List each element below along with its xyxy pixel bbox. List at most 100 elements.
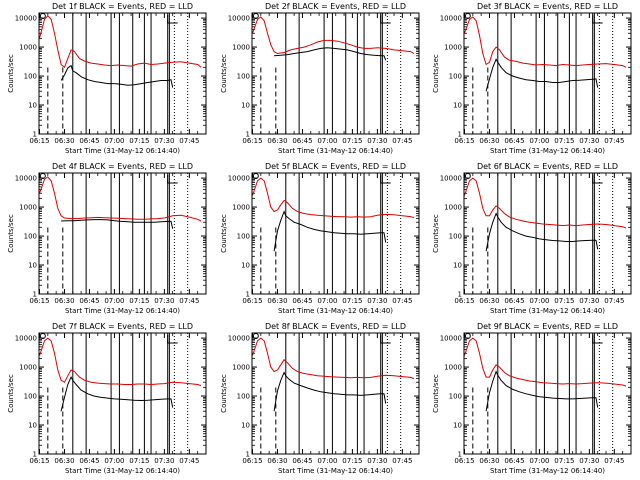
series-lld-line bbox=[252, 337, 415, 380]
y-tick-label: 1000 bbox=[444, 364, 462, 372]
series-events-line bbox=[485, 58, 599, 92]
y-tick-label: 1000 bbox=[19, 364, 37, 372]
x-tick-label: 07:00 bbox=[104, 297, 124, 305]
x-tick-label: 06:15 bbox=[454, 137, 474, 145]
x-tick-label: 07:45 bbox=[604, 137, 624, 145]
x-tick-label: 06:15 bbox=[242, 457, 262, 465]
y-tick-label: 10000 bbox=[440, 15, 462, 23]
x-tick-label: 07:00 bbox=[317, 457, 337, 465]
panel-title: Det 3f BLACK = Events, RED = LLD bbox=[477, 2, 618, 11]
x-axis-label: Start Time (31-May-12 06:14:40) bbox=[490, 467, 605, 475]
y-tick-label: 1000 bbox=[444, 44, 462, 52]
series-events-line bbox=[273, 210, 387, 252]
y-tick-label: 1000 bbox=[19, 204, 37, 212]
plot-frame bbox=[38, 172, 207, 295]
x-tick-label: 07:45 bbox=[179, 457, 199, 465]
y-tick-label: 1 bbox=[246, 291, 250, 299]
y-tick-label: 100 bbox=[449, 393, 462, 401]
y-tick-label: 10 bbox=[241, 102, 250, 110]
x-tick-label: 07:15 bbox=[342, 457, 362, 465]
y-tick-label: 10 bbox=[241, 262, 250, 270]
y-tick-label: 10000 bbox=[15, 335, 37, 343]
x-tick-label: 06:30 bbox=[54, 137, 74, 145]
x-tick-label: 06:15 bbox=[242, 297, 262, 305]
panel-det-4: Det 4f BLACK = Events, RED = LLD Counts/s… bbox=[7, 162, 207, 315]
panel-det-7: Det 7f BLACK = Events, RED = LLD Counts/s… bbox=[7, 322, 207, 475]
x-tick-label: 07:15 bbox=[129, 457, 149, 465]
y-axis-label: Counts/sec bbox=[220, 54, 228, 93]
series-events-line bbox=[274, 47, 387, 61]
x-tick-label: 07:00 bbox=[317, 137, 337, 145]
x-tick-label: 07:00 bbox=[317, 297, 337, 305]
y-axis-label: Counts/sec bbox=[220, 374, 228, 413]
attenuator-mark bbox=[380, 335, 391, 344]
x-tick-label: 06:15 bbox=[29, 137, 49, 145]
series-events-line bbox=[273, 371, 387, 412]
y-tick-label: 1000 bbox=[232, 44, 250, 52]
y-tick-label: 10000 bbox=[228, 175, 250, 183]
x-tick-label: 07:15 bbox=[342, 297, 362, 305]
series-lld-line bbox=[39, 337, 202, 387]
y-tick-label: 1 bbox=[33, 291, 37, 299]
attenuator-mark bbox=[592, 175, 603, 184]
x-tick-label: 06:45 bbox=[292, 457, 312, 465]
attenuator-mark bbox=[380, 175, 391, 184]
x-axis-label: Start Time (31-May-12 06:14:40) bbox=[490, 147, 605, 155]
panel-title: Det 7f BLACK = Events, RED = LLD bbox=[52, 322, 193, 331]
y-axis-label: Counts/sec bbox=[432, 54, 440, 93]
x-tick-label: 06:45 bbox=[504, 137, 524, 145]
x-tick-label: 06:30 bbox=[479, 137, 499, 145]
x-tick-label: 06:15 bbox=[29, 457, 49, 465]
y-tick-label: 10 bbox=[453, 422, 462, 430]
y-tick-label: 100 bbox=[24, 233, 37, 241]
y-axis-label: Counts/sec bbox=[7, 374, 15, 413]
y-tick-label: 1 bbox=[458, 451, 462, 459]
x-tick-label: 07:15 bbox=[129, 137, 149, 145]
y-tick-label: 1000 bbox=[232, 204, 250, 212]
panel-title: Det 5f BLACK = Events, RED = LLD bbox=[265, 162, 406, 171]
x-tick-label: 07:30 bbox=[367, 297, 387, 305]
x-tick-label: 06:45 bbox=[292, 297, 312, 305]
series-lld-line bbox=[252, 177, 415, 219]
y-tick-label: 100 bbox=[449, 73, 462, 81]
attenuator-mark bbox=[167, 335, 178, 344]
plot-frame bbox=[38, 332, 207, 455]
series-lld-line bbox=[39, 15, 202, 69]
panel-det-1: Det 1f BLACK = Events, RED = LLD Counts/s… bbox=[7, 2, 207, 155]
attenuator-mark bbox=[167, 15, 178, 24]
y-tick-label: 1 bbox=[33, 451, 37, 459]
panel-title: Det 1f BLACK = Events, RED = LLD bbox=[52, 2, 193, 11]
x-axis-label: Start Time (31-May-12 06:14:40) bbox=[65, 467, 180, 475]
panel-det-5: Det 5f BLACK = Events, RED = LLD Counts/s… bbox=[220, 162, 420, 315]
y-tick-label: 100 bbox=[237, 73, 250, 81]
x-tick-label: 07:00 bbox=[529, 457, 549, 465]
x-tick-label: 07:00 bbox=[529, 137, 549, 145]
x-tick-label: 06:30 bbox=[479, 297, 499, 305]
plot-frame bbox=[251, 332, 420, 455]
attenuator-mark bbox=[380, 15, 391, 24]
x-tick-label: 07:30 bbox=[579, 297, 599, 305]
panel-title: Det 8f BLACK = Events, RED = LLD bbox=[265, 322, 406, 331]
attenuator-mark bbox=[592, 335, 603, 344]
x-tick-label: 07:45 bbox=[604, 297, 624, 305]
x-tick-label: 06:45 bbox=[292, 137, 312, 145]
panel-title: Det 4f BLACK = Events, RED = LLD bbox=[52, 162, 193, 171]
x-tick-label: 07:15 bbox=[129, 297, 149, 305]
y-axis-label: Counts/sec bbox=[220, 214, 228, 253]
y-tick-label: 1 bbox=[246, 451, 250, 459]
y-tick-label: 10 bbox=[453, 102, 462, 110]
x-tick-label: 07:45 bbox=[179, 297, 199, 305]
y-tick-label: 100 bbox=[237, 233, 250, 241]
x-tick-label: 06:45 bbox=[79, 457, 99, 465]
x-tick-label: 06:30 bbox=[267, 137, 287, 145]
y-tick-label: 10000 bbox=[15, 15, 37, 23]
y-tick-label: 1 bbox=[246, 131, 250, 139]
y-tick-label: 10 bbox=[241, 422, 250, 430]
x-tick-label: 06:15 bbox=[454, 297, 474, 305]
x-axis-label: Start Time (31-May-12 06:14:40) bbox=[490, 307, 605, 315]
x-tick-label: 06:45 bbox=[79, 137, 99, 145]
y-tick-label: 10 bbox=[453, 262, 462, 270]
x-tick-label: 07:15 bbox=[554, 297, 574, 305]
panel-title: Det 9f BLACK = Events, RED = LLD bbox=[477, 322, 618, 331]
